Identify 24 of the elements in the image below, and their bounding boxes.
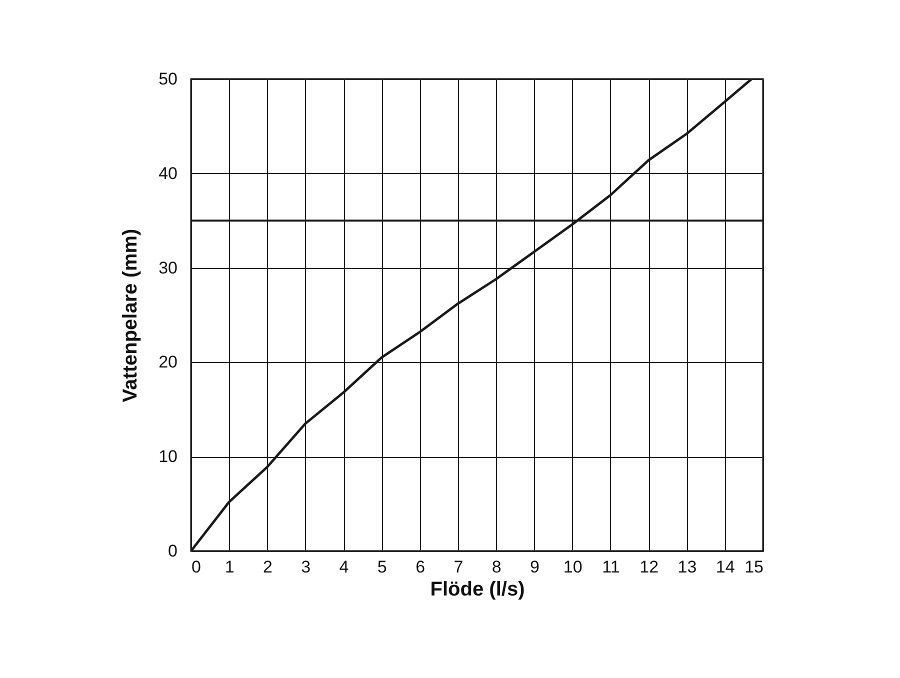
x-tick-label: 1 bbox=[224, 558, 234, 576]
y-tick-label: 40 bbox=[158, 164, 178, 183]
y-tick-label: 30 bbox=[158, 258, 178, 278]
x-tick-label: 7 bbox=[454, 558, 464, 576]
x-tick-label: 2 bbox=[263, 558, 272, 576]
x-axis-title: Flöde (l/s) bbox=[430, 578, 525, 600]
x-tick-label: 5 bbox=[377, 558, 387, 576]
y-tick-label: 0 bbox=[168, 542, 178, 560]
y-tick-label: 20 bbox=[158, 352, 178, 372]
x-tick-label: 10 bbox=[563, 558, 582, 576]
x-tick-label: 3 bbox=[301, 558, 311, 576]
x-tick-label: 9 bbox=[530, 558, 540, 576]
x-tick-label: 14 bbox=[716, 558, 735, 576]
x-tick-label: 15 bbox=[744, 558, 764, 576]
x-tick-label: 12 bbox=[640, 558, 659, 576]
y-tick-label: 50 bbox=[158, 70, 178, 88]
x-tick-label: 8 bbox=[492, 558, 502, 576]
y-axis-title: Vattenpelare (mm) bbox=[120, 228, 142, 402]
x-tick-label: 13 bbox=[678, 558, 697, 576]
x-tick-label: 6 bbox=[416, 558, 426, 576]
y-tick-label: 10 bbox=[158, 447, 178, 466]
x-tick-label: 11 bbox=[602, 558, 620, 576]
x-tick-label: 0 bbox=[192, 558, 201, 576]
x-tick-label: 4 bbox=[339, 558, 349, 576]
